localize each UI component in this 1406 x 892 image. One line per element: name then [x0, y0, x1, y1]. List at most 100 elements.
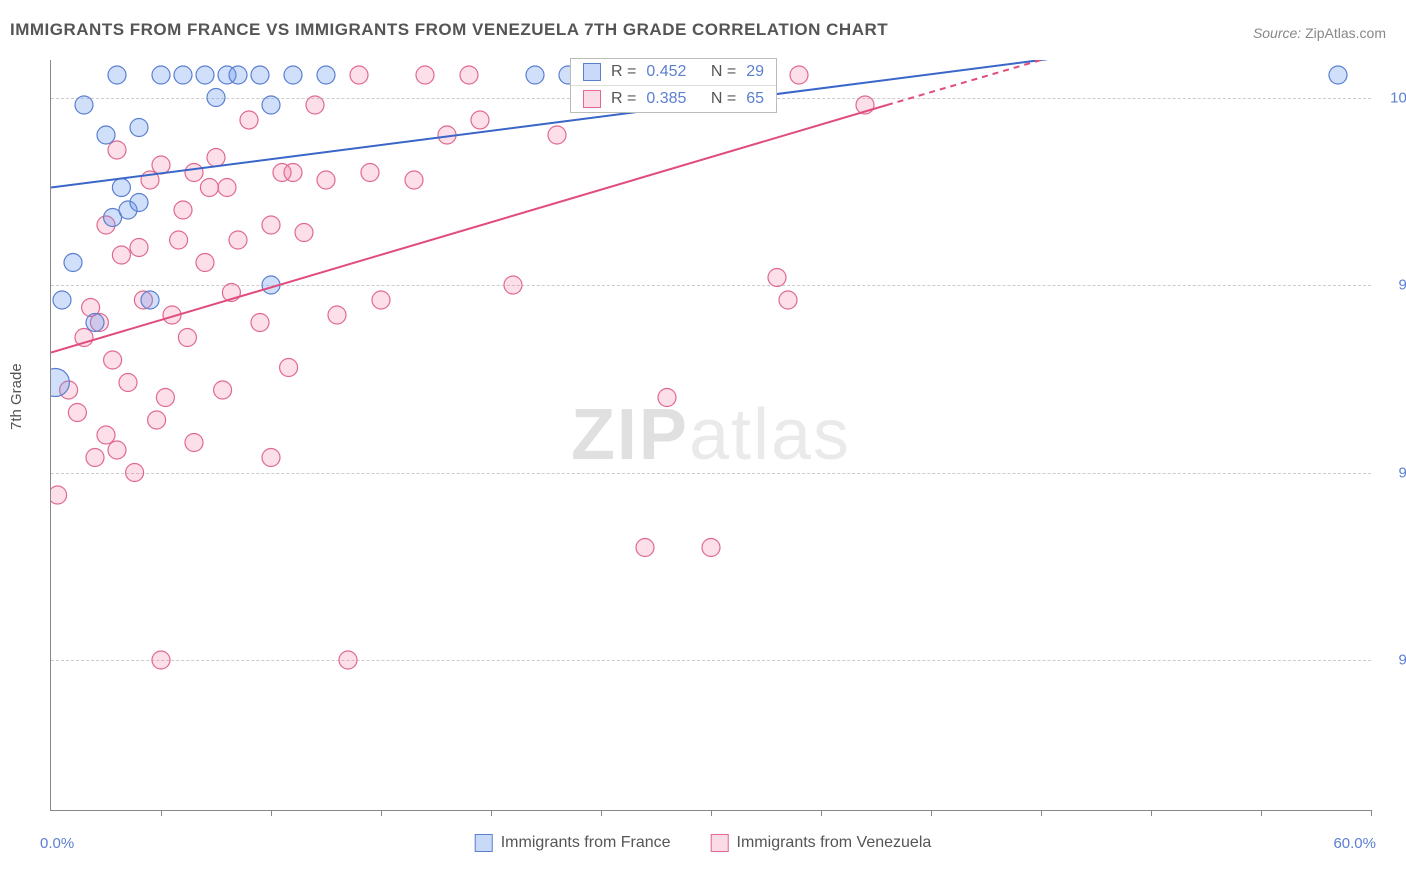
- data-point-venezuela: [471, 111, 489, 129]
- y-axis-label: 7th Grade: [8, 363, 25, 430]
- data-point-venezuela: [262, 449, 280, 467]
- legend-item-france: Immigrants from France: [475, 834, 671, 852]
- data-point-venezuela: [768, 269, 786, 287]
- data-point-france: [251, 66, 269, 84]
- stats-legend-box: R = 0.452 N = 29 R = 0.385 N = 65: [570, 58, 777, 113]
- data-point-venezuela: [156, 389, 174, 407]
- data-point-france: [196, 66, 214, 84]
- data-point-france: [174, 66, 192, 84]
- data-point-venezuela: [240, 111, 258, 129]
- data-point-venezuela: [68, 404, 86, 422]
- data-point-venezuela: [306, 96, 324, 114]
- france-r-value: 0.452: [646, 63, 686, 81]
- data-point-venezuela: [108, 441, 126, 459]
- venezuela-n-value: 65: [746, 90, 764, 108]
- data-point-venezuela: [229, 231, 247, 249]
- data-point-france: [75, 96, 93, 114]
- data-point-venezuela: [108, 141, 126, 159]
- data-point-venezuela: [658, 389, 676, 407]
- x-tick: [601, 810, 602, 816]
- data-point-france: [64, 254, 82, 272]
- x-tick: [491, 810, 492, 816]
- data-point-venezuela: [251, 314, 269, 332]
- r-label: R =: [611, 90, 636, 108]
- stats-row-venezuela: R = 0.385 N = 65: [571, 85, 776, 112]
- data-point-venezuela: [262, 216, 280, 234]
- data-point-france: [526, 66, 544, 84]
- data-point-venezuela: [350, 66, 368, 84]
- data-point-venezuela: [207, 149, 225, 167]
- data-point-venezuela: [130, 239, 148, 257]
- swatch-france-icon: [583, 63, 601, 81]
- x-tick: [381, 810, 382, 816]
- data-point-venezuela: [779, 291, 797, 309]
- data-point-france: [97, 126, 115, 144]
- trend-line-dash-venezuela: [887, 60, 1041, 105]
- data-point-venezuela: [196, 254, 214, 272]
- trend-line-venezuela: [51, 105, 887, 353]
- stats-row-france: R = 0.452 N = 29: [571, 59, 776, 85]
- x-tick: [161, 810, 162, 816]
- data-point-venezuela: [119, 374, 137, 392]
- y-tick-label: 97.5%: [1381, 277, 1406, 294]
- venezuela-r-value: 0.385: [646, 90, 686, 108]
- n-label: N =: [711, 90, 736, 108]
- data-point-venezuela: [405, 171, 423, 189]
- data-point-venezuela: [174, 201, 192, 219]
- data-point-france: [152, 66, 170, 84]
- data-point-venezuela: [104, 351, 122, 369]
- r-label: R =: [611, 63, 636, 81]
- data-point-venezuela: [126, 464, 144, 482]
- y-tick-label: 100.0%: [1381, 89, 1406, 106]
- data-point-venezuela: [636, 539, 654, 557]
- source-attribution: Source: ZipAtlas.com: [1253, 25, 1386, 41]
- swatch-venezuela-icon: [711, 834, 729, 852]
- x-axis-start-label: 0.0%: [40, 835, 74, 852]
- x-tick: [1151, 810, 1152, 816]
- chart-container: IMMIGRANTS FROM FRANCE VS IMMIGRANTS FRO…: [0, 0, 1406, 892]
- swatch-venezuela-icon: [583, 90, 601, 108]
- data-point-venezuela: [170, 231, 188, 249]
- x-tick: [1261, 810, 1262, 816]
- data-point-france: [130, 194, 148, 212]
- data-point-france: [130, 119, 148, 137]
- data-point-france: [141, 291, 159, 309]
- x-axis-end-label: 60.0%: [1333, 835, 1376, 852]
- data-point-venezuela: [339, 651, 357, 669]
- data-point-venezuela: [790, 66, 808, 84]
- data-point-venezuela: [416, 66, 434, 84]
- data-point-venezuela: [148, 411, 166, 429]
- data-point-venezuela: [51, 486, 67, 504]
- source-label: Source:: [1253, 25, 1301, 41]
- x-tick: [1041, 810, 1042, 816]
- france-n-value: 29: [746, 63, 764, 81]
- data-point-venezuela: [97, 426, 115, 444]
- data-point-france: [317, 66, 335, 84]
- data-point-venezuela: [112, 246, 130, 264]
- n-label: N =: [711, 63, 736, 81]
- data-point-venezuela: [702, 539, 720, 557]
- plot-svg: [51, 60, 1371, 810]
- data-point-france: [86, 314, 104, 332]
- chart-title: IMMIGRANTS FROM FRANCE VS IMMIGRANTS FRO…: [10, 20, 888, 40]
- plot-area: ZIPatlas 100.0%97.5%95.0%92.5%: [50, 60, 1371, 811]
- x-tick: [271, 810, 272, 816]
- data-point-venezuela: [295, 224, 313, 242]
- source-value: ZipAtlas.com: [1305, 25, 1386, 41]
- data-point-venezuela: [200, 179, 218, 197]
- data-point-france: [108, 66, 126, 84]
- x-tick: [1371, 810, 1372, 816]
- data-point-venezuela: [86, 449, 104, 467]
- x-tick: [711, 810, 712, 816]
- data-point-venezuela: [284, 164, 302, 182]
- data-point-venezuela: [280, 359, 298, 377]
- data-point-venezuela: [185, 164, 203, 182]
- data-point-venezuela: [372, 291, 390, 309]
- y-tick-label: 92.5%: [1381, 652, 1406, 669]
- data-point-france: [1329, 66, 1347, 84]
- data-point-france: [262, 96, 280, 114]
- data-point-venezuela: [504, 276, 522, 294]
- data-point-venezuela: [361, 164, 379, 182]
- legend-item-venezuela: Immigrants from Venezuela: [711, 834, 932, 852]
- data-point-venezuela: [548, 126, 566, 144]
